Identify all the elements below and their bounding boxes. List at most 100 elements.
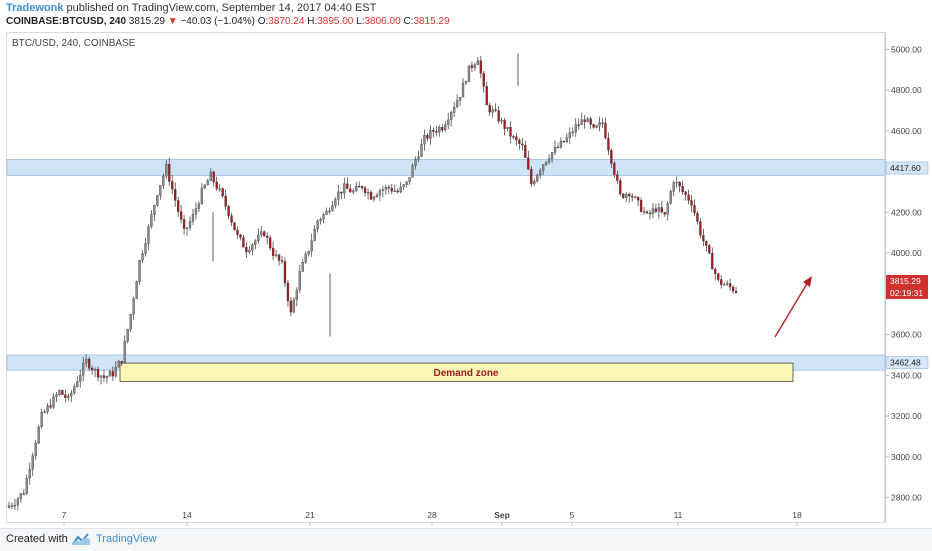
candle-body: [610, 149, 613, 164]
candle-body: [129, 314, 132, 330]
symbol-label: COINBASE:BTCUSD, 240: [6, 16, 127, 27]
candle-body: [429, 130, 432, 139]
candle-body: [76, 381, 79, 387]
high-value: 3895.00: [317, 16, 354, 27]
candle-body: [22, 493, 25, 495]
demand-zone-box[interactable]: [119, 362, 794, 382]
candle-body: [328, 210, 331, 213]
candle-body: [684, 191, 687, 195]
candle-body: [580, 119, 583, 126]
candle-body: [260, 231, 263, 236]
candle-body: [194, 208, 198, 215]
y-tick-label: 4800.00: [891, 85, 922, 95]
candle-body: [435, 131, 438, 133]
candle-body: [340, 191, 343, 194]
ohlc-line: COINBASE:BTCUSD, 240 3815.29 ▼ −40.03 (−…: [6, 16, 450, 27]
candle-body: [720, 279, 723, 285]
candle-body: [536, 174, 539, 182]
candle-body: [212, 171, 215, 183]
candle-body: [717, 273, 720, 280]
candle-body: [651, 208, 655, 214]
candle-body: [657, 207, 661, 212]
candle-body: [13, 504, 17, 507]
candle-body: [417, 156, 420, 160]
candle-body: [699, 221, 702, 236]
candle-body: [544, 161, 548, 165]
candle-body: [25, 477, 28, 494]
x-tick-label: 21: [305, 510, 315, 520]
x-tick-label: 11: [674, 510, 683, 520]
candle-body: [153, 205, 156, 215]
candle-body: [46, 405, 49, 412]
candle-body: [556, 146, 560, 149]
y-tick-label: 4000.00: [891, 248, 922, 258]
price-change: −40.03 (−1.04%): [180, 16, 255, 27]
candle-body: [61, 390, 64, 395]
candle-body: [402, 184, 405, 188]
candle-body: [360, 186, 364, 189]
candle-body: [209, 171, 212, 181]
candle-body: [479, 60, 482, 74]
candle-body: [82, 363, 85, 376]
candle-body: [642, 211, 646, 213]
candle-body: [174, 189, 177, 201]
candle-body: [108, 371, 112, 377]
candle-body: [636, 196, 640, 201]
candle-body: [372, 196, 376, 200]
candle-body: [233, 222, 236, 231]
candle-body: [277, 254, 281, 261]
candle-body: [67, 395, 70, 398]
trend-arrow-line[interactable]: [774, 281, 809, 338]
candle-body: [494, 109, 497, 111]
candle-body: [70, 392, 73, 397]
resistance-band[interactable]: [6, 159, 886, 176]
candle-body: [562, 140, 566, 143]
candle-body: [40, 411, 43, 428]
candle-body: [672, 182, 675, 192]
candle-body: [289, 300, 293, 313]
candle-body: [577, 124, 580, 126]
candle-body: [426, 135, 429, 139]
candle-body: [527, 157, 530, 170]
candle-body: [711, 253, 714, 270]
candle-body: [524, 144, 527, 158]
candle-body: [334, 199, 337, 206]
candle-body: [461, 82, 465, 98]
candle-body: [628, 193, 631, 197]
candle-body: [405, 181, 408, 185]
candle-body: [441, 127, 444, 131]
chart-title: BTC/USD, 240, COINBASE: [12, 38, 136, 49]
close-value: 3815.29: [413, 16, 450, 27]
candle-body: [203, 184, 207, 189]
candle-body: [375, 194, 379, 198]
candle-body: [500, 120, 503, 122]
y-tick-label: 4600.00: [891, 126, 922, 136]
candle-body: [565, 137, 569, 142]
candle-body: [280, 260, 284, 262]
candle-body: [224, 195, 227, 207]
candle-body: [52, 396, 55, 408]
candle-body: [79, 374, 82, 382]
candle-body: [369, 192, 373, 200]
candle-body: [325, 210, 328, 215]
candle-body: [7, 505, 11, 508]
candle-body: [126, 329, 129, 342]
candle-body: [176, 200, 180, 212]
y-tick-label: 3400.00: [891, 370, 922, 380]
candle-body: [58, 390, 61, 395]
candle-body: [583, 119, 586, 123]
author-link[interactable]: Tradewonk: [6, 2, 64, 14]
candle-body: [150, 214, 153, 227]
tradingview-brand[interactable]: TradingView: [96, 533, 157, 545]
candle-body: [559, 140, 563, 148]
candle-body: [470, 65, 474, 68]
candle-body: [598, 122, 601, 126]
candle-body: [346, 183, 349, 189]
candle-body: [73, 386, 76, 394]
candle-body: [64, 394, 67, 398]
y-tick-label: 5000.00: [891, 44, 922, 54]
candle-body: [506, 126, 509, 129]
candle-body: [144, 243, 147, 254]
candle-body: [645, 211, 649, 214]
